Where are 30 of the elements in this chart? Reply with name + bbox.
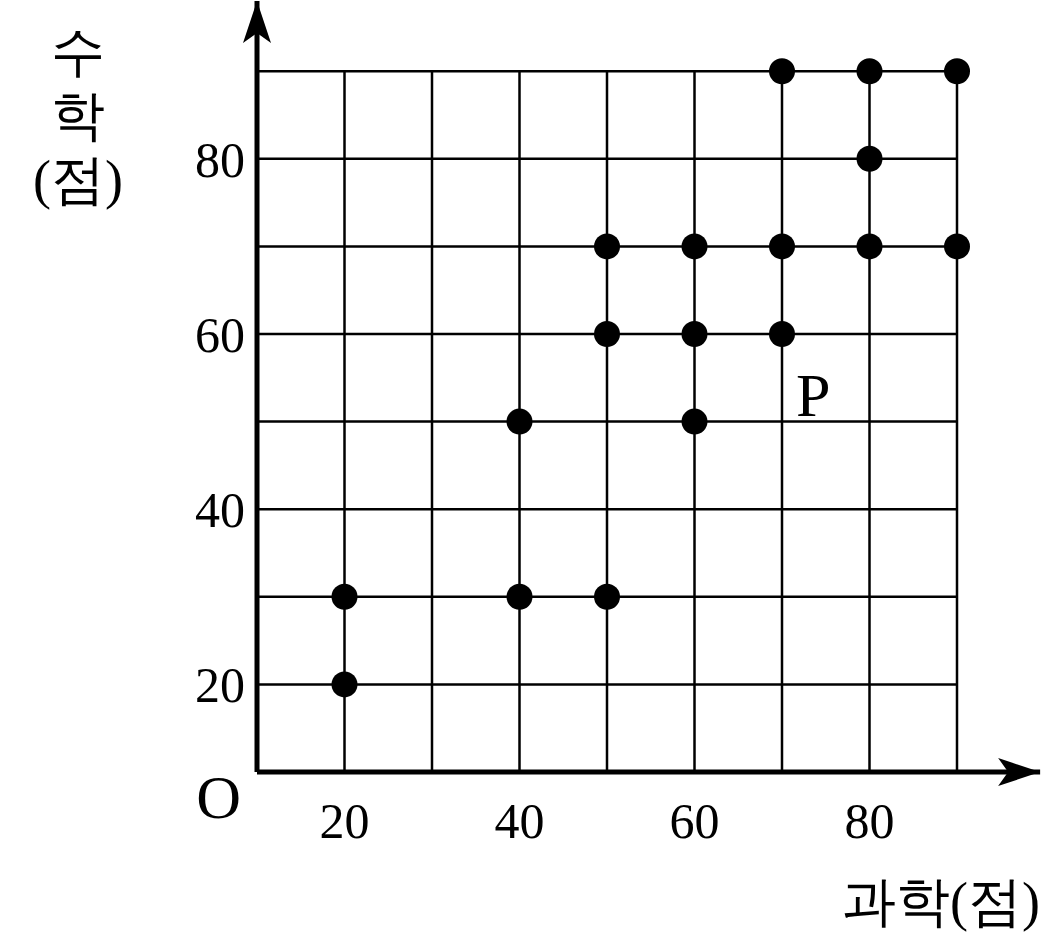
point: [769, 321, 795, 347]
x-tick-label: 20: [319, 793, 370, 849]
text: O: [196, 763, 241, 831]
x-axis-title: 과학(점): [842, 872, 1040, 932]
point: [856, 145, 883, 172]
point: [594, 321, 620, 347]
point: [594, 583, 620, 610]
point: [856, 233, 883, 260]
x-tick-label: 60: [669, 793, 720, 849]
point: [681, 233, 708, 260]
point: [856, 58, 883, 85]
point: [769, 58, 795, 85]
point: [681, 408, 708, 435]
annotation: P: [796, 361, 831, 429]
point: [506, 583, 533, 610]
point: [594, 233, 620, 260]
point: [506, 408, 533, 435]
point: [331, 671, 358, 698]
point: [944, 233, 970, 260]
y-tick-label: 80: [195, 131, 245, 188]
y-tick-label: 40: [195, 482, 245, 539]
y-tick-label: 60: [195, 307, 245, 363]
y-axis-title: 수학(점): [33, 22, 123, 210]
point: [769, 233, 795, 260]
x-tick-label: 40: [494, 793, 545, 849]
y-tick-label: 20: [195, 657, 245, 714]
point: [944, 58, 970, 85]
point: [681, 321, 708, 347]
point: [331, 583, 358, 610]
x-tick-label: 80: [844, 793, 895, 849]
